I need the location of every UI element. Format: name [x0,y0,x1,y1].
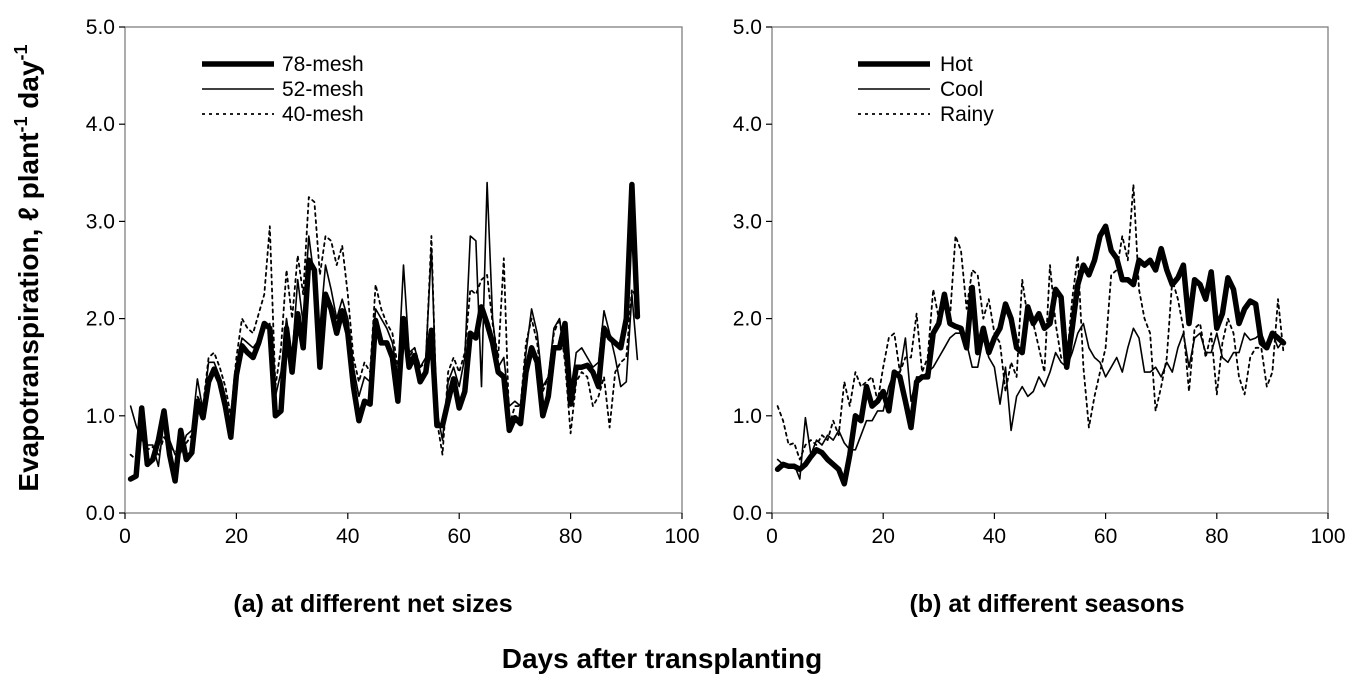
panel-a-y-tick-label: 4.0 [86,113,115,136]
panel-b-x-tick-label: 40 [983,525,1006,548]
panel-b-y-tick-label: 5.0 [733,16,762,39]
y-axis-label-exponent-2: -1 [11,44,31,60]
panel-a-plot-frame [124,26,683,514]
panel-b-series-cool [776,322,1285,480]
y-axis-label: Evapotranspiration, ℓ plant-1 day-1 [11,44,44,491]
panel-b-x-tick-label: 20 [872,525,895,548]
panel-a-y-tick-label: 2.0 [86,308,115,331]
panel-a-x-tick-label: 100 [664,525,699,548]
panel-a-y-tick-label: 1.0 [86,405,115,428]
y-axis-label-middle: day [13,60,44,116]
panel-b: 0.0 1.0 2.0 3.0 4.0 5.0 0 20 40 60 80 100 HotCoolRai… [733,16,1346,618]
panel-b-caption: (b) at different seasons [909,590,1184,618]
panel-a-y-tick-label: 0.0 [86,502,115,525]
panel-b-x-tick-label: 0 [766,525,778,548]
panel-a-x-tick-label: 0 [119,525,131,548]
panel-a-legend-label: 78-mesh [282,53,364,76]
y-axis-label-main: Evapotranspiration, ℓ plant [13,132,44,491]
panel-b-x-tick-label: 60 [1094,525,1117,548]
panel-b-x-tick-label: 100 [1310,525,1345,548]
panel-b-y-tick-label: 2.0 [733,308,762,331]
panel-a-series-78-mesh [127,181,641,484]
panel-b-x-tick-label: 80 [1205,525,1228,548]
panel-a-legend-label: 52-mesh [282,78,364,101]
panel-a-series-52-mesh [129,181,639,468]
panel-a-caption: (a) at different net sizes [233,590,512,618]
y-axis-label-exponent-1: -1 [11,116,31,132]
panel-a-x-tick-label: 60 [448,525,471,548]
panel-b-y-tick-label: 4.0 [733,113,762,136]
panel-a: 0.0 1.0 2.0 3.0 4.0 5.0 0 20 40 60 80 100 78-mesh52-… [86,16,700,618]
panel-a-y-tick-label: 5.0 [86,16,115,39]
panel-b-plot-frame [771,26,1329,514]
panel-a-x-tick-label: 20 [225,525,248,548]
panel-b-legend-label: Rainy [940,103,994,126]
panel-b-y-tick-label: 3.0 [733,210,762,233]
panel-b-y-tick-label: 1.0 [733,405,762,428]
panel-b-legend-label: Cool [940,78,983,101]
panel-b-series-hot [774,223,1287,487]
panel-a-x-tick-label: 80 [559,525,582,548]
panel-a-x-tick-label: 40 [336,525,359,548]
panel-b-y-tick-label: 0.0 [733,502,762,525]
panel-a-y-tick-label: 3.0 [86,210,115,233]
x-axis-label: Days after transplanting [502,643,823,674]
panel-a-legend-label: 40-mesh [282,103,364,126]
panel-b-legend-label: Hot [940,53,973,76]
